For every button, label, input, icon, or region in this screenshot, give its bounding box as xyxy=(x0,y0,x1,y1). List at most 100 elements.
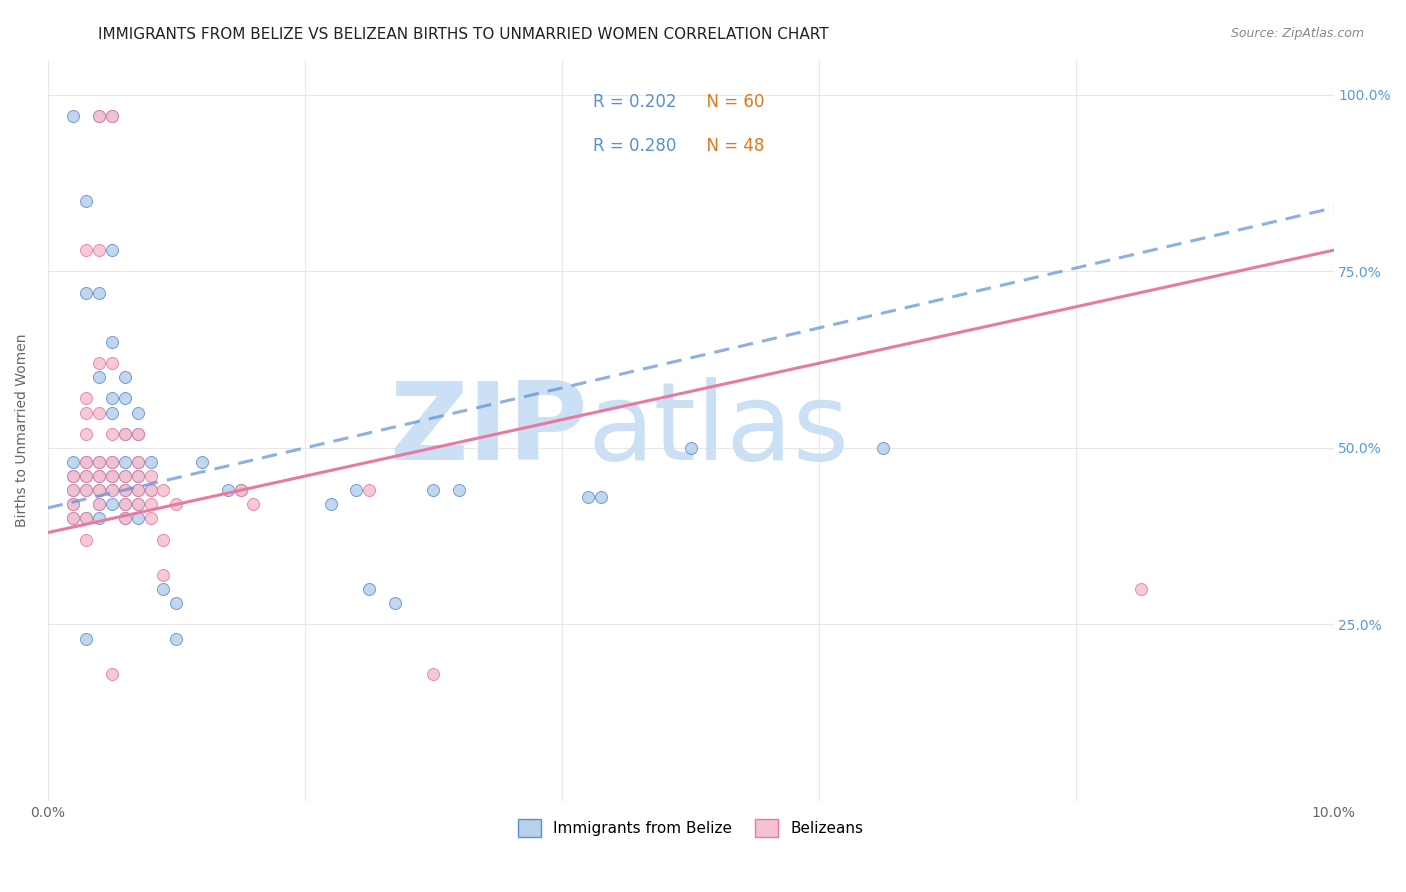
Point xyxy=(127,455,149,469)
Point xyxy=(152,533,174,547)
Point xyxy=(62,497,84,511)
Point xyxy=(114,469,136,483)
Point xyxy=(165,596,187,610)
Point xyxy=(75,392,97,406)
Point xyxy=(75,533,97,547)
Point xyxy=(576,491,599,505)
Point xyxy=(89,469,111,483)
Point xyxy=(114,370,136,384)
Y-axis label: Births to Unmarried Women: Births to Unmarried Women xyxy=(15,334,30,527)
Point xyxy=(62,469,84,483)
Point xyxy=(242,497,264,511)
Point xyxy=(62,109,84,123)
Point xyxy=(127,511,149,525)
Point xyxy=(101,455,124,469)
Point xyxy=(75,426,97,441)
Point xyxy=(89,483,111,498)
Point xyxy=(75,469,97,483)
Text: ZIP: ZIP xyxy=(389,377,588,483)
Point xyxy=(114,469,136,483)
Point xyxy=(422,666,444,681)
Point xyxy=(62,483,84,498)
Point xyxy=(75,406,97,420)
Point xyxy=(422,483,444,498)
Point xyxy=(62,483,84,498)
Point xyxy=(101,334,124,349)
Point xyxy=(101,109,124,123)
Point xyxy=(114,392,136,406)
Point xyxy=(319,497,342,511)
Point xyxy=(152,483,174,498)
Point xyxy=(127,497,149,511)
Point xyxy=(101,356,124,370)
Point xyxy=(114,483,136,498)
Point xyxy=(101,109,124,123)
Point xyxy=(75,469,97,483)
Point xyxy=(75,511,97,525)
Point xyxy=(101,392,124,406)
Point xyxy=(344,483,367,498)
Point xyxy=(152,582,174,596)
Text: N = 60: N = 60 xyxy=(696,94,765,112)
Point xyxy=(62,511,84,525)
Point xyxy=(75,194,97,208)
Point xyxy=(89,511,111,525)
Point xyxy=(101,666,124,681)
Point xyxy=(89,356,111,370)
Point xyxy=(127,455,149,469)
Point xyxy=(75,483,97,498)
Legend: Immigrants from Belize, Belizeans: Immigrants from Belize, Belizeans xyxy=(510,811,870,845)
Point xyxy=(89,469,111,483)
Point xyxy=(89,109,111,123)
Point xyxy=(89,483,111,498)
Point xyxy=(139,483,162,498)
Point xyxy=(75,632,97,646)
Point xyxy=(114,426,136,441)
Point xyxy=(101,497,124,511)
Point xyxy=(75,455,97,469)
Text: N = 48: N = 48 xyxy=(696,136,765,154)
Point xyxy=(89,455,111,469)
Point xyxy=(62,455,84,469)
Point xyxy=(139,483,162,498)
Point xyxy=(101,469,124,483)
Point xyxy=(114,426,136,441)
Point xyxy=(165,632,187,646)
Point xyxy=(359,483,381,498)
Point xyxy=(127,483,149,498)
Point xyxy=(127,497,149,511)
Point xyxy=(127,426,149,441)
Text: atlas: atlas xyxy=(588,377,849,483)
Point xyxy=(114,455,136,469)
Point xyxy=(75,511,97,525)
Point xyxy=(127,426,149,441)
Point xyxy=(62,497,84,511)
Point xyxy=(127,469,149,483)
Point xyxy=(101,244,124,258)
Point xyxy=(101,469,124,483)
Point xyxy=(89,370,111,384)
Point xyxy=(139,497,162,511)
Point xyxy=(127,483,149,498)
Point xyxy=(449,483,471,498)
Point xyxy=(114,497,136,511)
Point xyxy=(89,455,111,469)
Point xyxy=(89,244,111,258)
Point xyxy=(229,483,252,498)
Point xyxy=(89,285,111,300)
Point xyxy=(114,497,136,511)
Point xyxy=(359,582,381,596)
Point xyxy=(101,406,124,420)
Point xyxy=(114,483,136,498)
Point xyxy=(139,455,162,469)
Point xyxy=(127,406,149,420)
Point xyxy=(75,285,97,300)
Point xyxy=(75,483,97,498)
Point xyxy=(101,483,124,498)
Point xyxy=(679,441,702,455)
Text: R = 0.280: R = 0.280 xyxy=(593,136,676,154)
Point xyxy=(191,455,214,469)
Point xyxy=(75,244,97,258)
Text: IMMIGRANTS FROM BELIZE VS BELIZEAN BIRTHS TO UNMARRIED WOMEN CORRELATION CHART: IMMIGRANTS FROM BELIZE VS BELIZEAN BIRTH… xyxy=(98,27,830,42)
Point xyxy=(101,483,124,498)
